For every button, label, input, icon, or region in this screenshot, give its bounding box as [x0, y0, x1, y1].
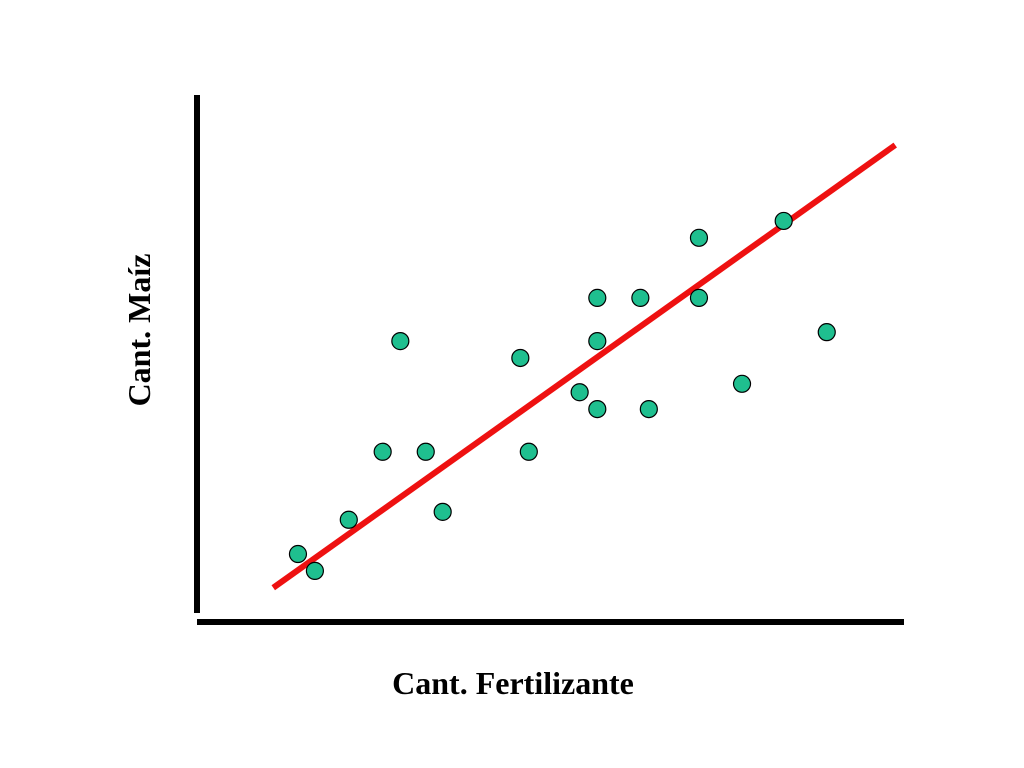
scatter-point	[639, 399, 658, 419]
scatter-point	[373, 442, 392, 461]
scatter-point	[339, 510, 358, 529]
scatter-point	[288, 544, 308, 564]
scatter-point	[305, 561, 325, 580]
scatter-point	[774, 211, 793, 231]
scatter-point	[416, 442, 435, 461]
scatter-point	[511, 348, 530, 368]
scatter-point	[732, 374, 752, 393]
scatter-point	[588, 288, 607, 307]
x-axis-label: Cant. Fertilizante	[392, 665, 634, 701]
scatter-point	[433, 502, 452, 521]
scatter-point	[817, 323, 836, 342]
scatter-point	[391, 332, 410, 351]
scatter-point	[588, 332, 607, 351]
scatter-point	[631, 288, 650, 307]
trend-line	[271, 142, 897, 591]
scatter-point	[570, 383, 589, 402]
scatter-point	[588, 399, 607, 419]
scatter-point	[689, 228, 709, 247]
y-axis-label: Cant. Maíz	[121, 254, 157, 407]
scatter-point	[519, 442, 538, 461]
scatter-point	[689, 288, 709, 307]
